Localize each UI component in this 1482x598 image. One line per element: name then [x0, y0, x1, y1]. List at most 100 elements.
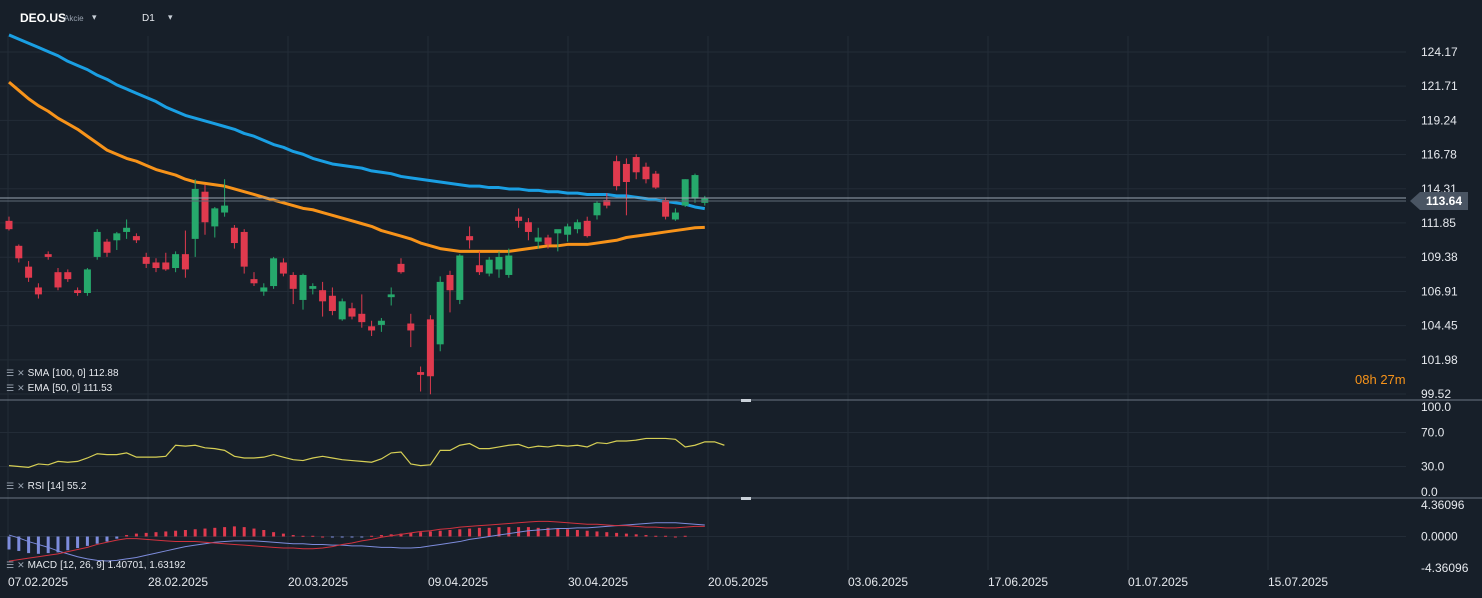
candle[interactable] — [417, 366, 425, 392]
candle[interactable] — [83, 268, 91, 296]
candle[interactable] — [358, 294, 366, 328]
candle[interactable] — [25, 261, 33, 282]
candle[interactable] — [250, 272, 258, 287]
price-tick-label: 121.71 — [1421, 79, 1458, 93]
candle[interactable] — [34, 283, 42, 299]
candle[interactable] — [309, 283, 317, 295]
candle[interactable] — [564, 223, 572, 242]
candle[interactable] — [534, 227, 542, 249]
candle[interactable] — [456, 254, 464, 305]
settings-icon[interactable]: ☰ — [6, 383, 15, 393]
price-axis: 124.17121.71119.24116.78114.31111.85109.… — [1421, 45, 1458, 401]
close-icon[interactable]: ✕ — [17, 383, 25, 393]
candle[interactable] — [123, 219, 131, 239]
candle[interactable] — [211, 206, 219, 238]
candle[interactable] — [162, 252, 170, 271]
macd-histogram-bar — [183, 529, 187, 537]
legend-macd[interactable]: ☰ ✕ MACD [12, 26, 9] 1.40701, 1.63192 — [6, 560, 185, 571]
timeframe-dropdown-icon[interactable]: ▾ — [168, 12, 173, 22]
candle[interactable] — [485, 256, 493, 277]
candle[interactable] — [377, 317, 385, 332]
candle[interactable] — [54, 268, 62, 291]
candle[interactable] — [407, 313, 415, 348]
candle[interactable] — [613, 155, 621, 191]
legend-ema[interactable]: ☰ ✕ EMA [50, 0] 111.53 — [6, 383, 112, 394]
candle[interactable] — [515, 208, 523, 228]
candle[interactable] — [289, 272, 297, 305]
candle[interactable] — [240, 229, 248, 274]
candle[interactable] — [368, 320, 376, 337]
candle[interactable] — [436, 276, 444, 352]
candle[interactable] — [113, 231, 121, 250]
settings-icon[interactable]: ☰ — [6, 560, 15, 570]
legend-rsi[interactable]: ☰ ✕ RSI [14] 55.2 — [6, 481, 86, 492]
candle[interactable] — [632, 154, 640, 180]
symbol-dropdown-icon[interactable]: ▾ — [92, 12, 97, 22]
candle[interactable] — [505, 248, 513, 278]
candle[interactable] — [328, 287, 336, 316]
candle[interactable] — [554, 229, 562, 252]
candle[interactable] — [652, 170, 660, 189]
candle[interactable] — [5, 216, 13, 231]
candle[interactable] — [191, 179, 199, 257]
candle[interactable] — [299, 273, 307, 310]
candle[interactable] — [279, 258, 287, 277]
macd-histogram-bar — [575, 529, 579, 537]
candle[interactable] — [544, 234, 552, 249]
candle[interactable] — [172, 251, 180, 273]
candle[interactable] — [270, 256, 278, 289]
legend-sma[interactable]: ☰ ✕ SMA [100, 0] 112.88 — [6, 368, 119, 379]
candle[interactable] — [622, 158, 630, 216]
candle[interactable] — [201, 184, 209, 235]
macd-histogram-bar — [487, 527, 491, 537]
sma-line-layer — [8, 33, 706, 211]
legend-rsi-value: 55.2 — [66, 481, 87, 492]
candle[interactable] — [338, 298, 346, 321]
candle[interactable] — [475, 251, 483, 275]
candle[interactable] — [397, 258, 405, 274]
candle[interactable] — [64, 269, 72, 282]
candle[interactable] — [681, 179, 689, 207]
candle[interactable] — [593, 201, 601, 220]
candle[interactable] — [181, 230, 189, 278]
candle[interactable] — [495, 251, 503, 278]
pane-resize-handle[interactable] — [741, 497, 751, 500]
symbol-name[interactable]: DEO.US — [20, 11, 67, 25]
candle[interactable] — [642, 162, 650, 184]
candle[interactable] — [573, 219, 581, 234]
candle[interactable] — [93, 229, 101, 260]
candle[interactable] — [671, 208, 679, 221]
candle[interactable] — [260, 283, 268, 296]
sma-line — [8, 33, 706, 211]
timeframe-selector[interactable]: D1 — [142, 13, 155, 24]
settings-icon[interactable]: ☰ — [6, 368, 15, 378]
candle[interactable] — [446, 270, 454, 313]
candle[interactable] — [132, 233, 140, 244]
candle[interactable] — [524, 218, 532, 241]
candle[interactable] — [103, 238, 111, 257]
close-icon[interactable]: ✕ — [17, 368, 25, 378]
legend-sma-value: 112.88 — [88, 368, 119, 379]
candle[interactable] — [74, 287, 82, 296]
settings-icon[interactable]: ☰ — [6, 481, 15, 491]
candle[interactable] — [319, 281, 327, 317]
candle[interactable] — [583, 216, 591, 238]
macd-histogram-bar — [36, 536, 40, 554]
date-tick-label: 20.05.2025 — [708, 575, 768, 589]
candle[interactable] — [466, 226, 474, 249]
candle-body — [191, 188, 199, 239]
close-icon[interactable]: ✕ — [17, 560, 25, 570]
legend-sma-params: [100, 0] — [52, 368, 86, 379]
candle[interactable] — [426, 315, 434, 395]
macd-histogram-bar — [350, 536, 354, 538]
candle[interactable] — [44, 251, 52, 260]
candle[interactable] — [15, 244, 23, 263]
candle[interactable] — [348, 302, 356, 320]
candle[interactable] — [387, 287, 395, 306]
candle[interactable] — [152, 258, 160, 273]
candle[interactable] — [230, 225, 238, 249]
candle[interactable] — [142, 252, 150, 269]
close-icon[interactable]: ✕ — [17, 481, 25, 491]
pane-resize-handle[interactable] — [741, 399, 751, 402]
